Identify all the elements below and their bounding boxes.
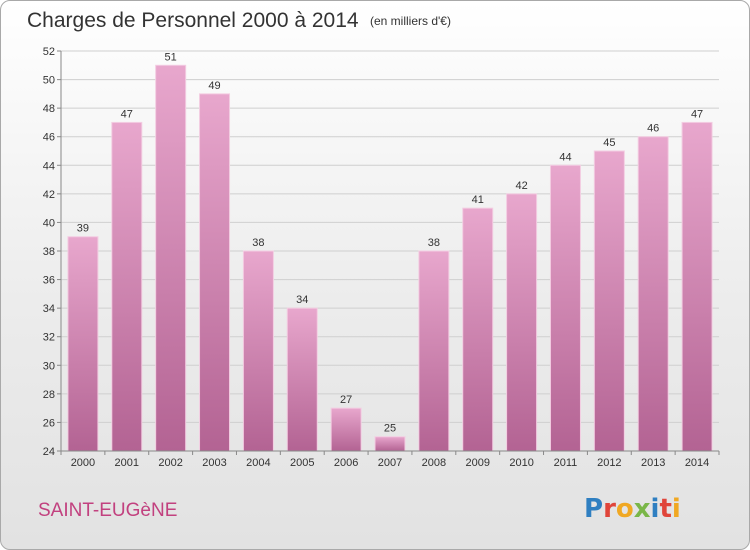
y-tick-label: 42 — [43, 189, 55, 201]
x-tick-label: 2004 — [246, 457, 270, 469]
bar-2001 — [111, 121, 143, 452]
value-label-2013: 46 — [647, 123, 659, 135]
location-label: SAINT-EUGèNE — [38, 500, 177, 521]
y-tick-label: 28 — [43, 389, 55, 401]
logo-letter: o — [616, 494, 634, 524]
y-tick-label: 30 — [43, 360, 55, 372]
value-label-2012: 45 — [603, 137, 615, 149]
x-tick-label: 2010 — [509, 457, 533, 469]
bar-2005 — [286, 307, 318, 452]
x-tick-label: 2006 — [334, 457, 358, 469]
value-label-2002: 51 — [165, 51, 177, 63]
x-tick-label: 2009 — [465, 457, 489, 469]
value-label-2006: 27 — [340, 394, 352, 406]
bar-2009 — [462, 207, 494, 452]
chart-title: Charges de Personnel 2000 à 2014 — [27, 9, 359, 32]
chart-subtitle: (en milliers d'€) — [370, 14, 451, 28]
bar-2014 — [681, 121, 713, 452]
value-label-2001: 47 — [121, 108, 133, 120]
logo-letter: i — [651, 494, 660, 524]
logo-letter: P — [584, 494, 603, 524]
x-tick-label: 2002 — [158, 457, 182, 469]
bar-2010 — [506, 193, 538, 452]
x-tick-label: 2013 — [641, 457, 665, 469]
logo-letter: r — [603, 494, 616, 524]
value-label-2010: 42 — [515, 180, 527, 192]
y-tick-label: 34 — [43, 303, 55, 315]
y-tick-label: 32 — [43, 332, 55, 344]
y-tick-label: 46 — [43, 132, 55, 144]
x-tick-label: 2014 — [685, 457, 709, 469]
value-labels: 39 47 51 49 38 34 27 25 38 41 42 44 45 46 47 — [77, 51, 703, 434]
bar-2011 — [549, 164, 581, 452]
y-tick-label: 50 — [43, 75, 55, 87]
bar-2000 — [67, 236, 99, 452]
y-tick-label: 26 — [43, 417, 55, 429]
bar-2012 — [593, 150, 625, 452]
value-label-2000: 39 — [77, 223, 89, 235]
logo-letter: t — [659, 494, 671, 524]
bar-2006 — [330, 407, 362, 452]
value-label-2003: 49 — [208, 80, 220, 92]
bars — [67, 64, 713, 452]
proxiti-logo[interactable]: Proxiti — [584, 494, 681, 524]
bar-2008 — [418, 250, 450, 452]
value-label-2005: 34 — [296, 294, 308, 306]
y-tick-label: 36 — [43, 275, 55, 287]
y-tick-label: 44 — [43, 160, 55, 172]
bar-2003 — [199, 93, 231, 452]
bar-2004 — [242, 250, 274, 452]
bar-2013 — [637, 136, 669, 452]
bar-2002 — [155, 64, 187, 452]
axes: 24 26 28 30 32 34 36 38 40 42 44 46 48 50 52 2000 2001 20… — [43, 46, 720, 469]
logo-letter: i — [672, 494, 681, 524]
x-tick-label: 2001 — [115, 457, 139, 469]
x-tick-label: 2008 — [422, 457, 446, 469]
x-tick-label: 2011 — [554, 457, 578, 469]
y-tick-label: 40 — [43, 217, 55, 229]
value-label-2014: 47 — [691, 108, 703, 120]
bar-2007 — [374, 436, 406, 452]
value-label-2007: 25 — [384, 423, 396, 435]
value-label-2008: 38 — [428, 237, 440, 249]
x-tick-label: 2003 — [202, 457, 226, 469]
x-tick-label: 2012 — [597, 457, 621, 469]
y-tick-label: 24 — [43, 446, 55, 458]
y-tick-label: 52 — [43, 46, 55, 58]
x-tick-label: 2000 — [71, 457, 95, 469]
y-tick-label: 38 — [43, 246, 55, 258]
x-tick-label: 2007 — [378, 457, 402, 469]
value-label-2011: 44 — [559, 151, 571, 163]
value-label-2009: 41 — [472, 194, 484, 206]
value-label-2004: 38 — [252, 237, 264, 249]
y-tick-label: 48 — [43, 103, 55, 115]
x-tick-label: 2005 — [290, 457, 314, 469]
logo-letter: x — [634, 494, 651, 524]
